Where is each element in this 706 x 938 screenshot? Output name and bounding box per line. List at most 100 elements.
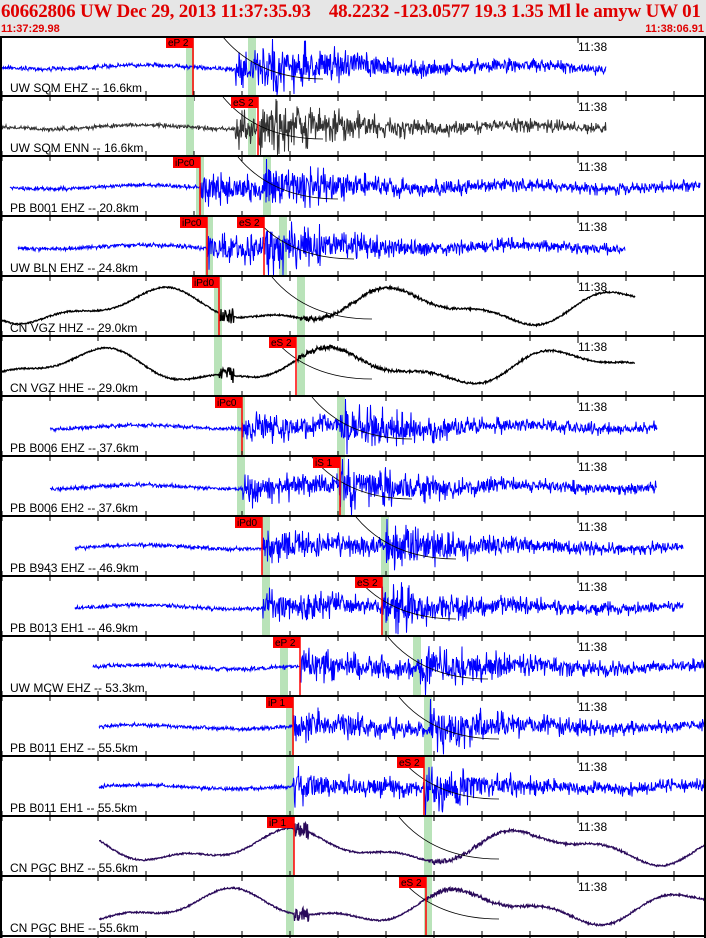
station-channel-label: UW MCW EHZ -- 53.3km <box>10 681 145 695</box>
phase-pick-label: eS 2 <box>357 578 378 589</box>
station-channel-label: PB B011 EHZ -- 55.5km <box>10 741 138 755</box>
phase-window-band <box>262 577 270 636</box>
phase-pick-flag[interactable] <box>215 397 242 408</box>
trace-panel[interactable]: iPd0 11:38 PB B943 EHZ -- 46.9km <box>10 516 684 576</box>
phase-pick-flag[interactable] <box>267 817 294 828</box>
station-channel-label: CN PGC BHE -- 55.6km <box>10 921 139 935</box>
time-mark-label: 11:38 <box>578 460 607 474</box>
trace-panel[interactable]: eS 2 11:38 UW SQM ENN -- 16.6km <box>0 96 607 156</box>
phase-pick-label: iPc0 <box>175 158 195 169</box>
phase-pick-label: iPd0 <box>194 278 214 289</box>
phase-pick-2-label: eS 2 <box>239 218 260 229</box>
seismogram-panels[interactable]: eP 2 11:38 UW SQM EHZ -- 16.6km eS 2 11:38 UW… <box>0 36 706 938</box>
phase-pick-flag[interactable] <box>397 757 424 768</box>
phase-pick-flag[interactable] <box>355 577 382 588</box>
window-start-time: 11:37:29.98 <box>1 23 60 35</box>
phase-pick-label: iPc0 <box>217 398 237 409</box>
time-mark-label: 11:38 <box>578 280 607 294</box>
amplitude-curve <box>237 156 339 200</box>
phase-pick-flag[interactable] <box>180 217 207 228</box>
trace-panel[interactable]: eP 2 11:38 UW SQM EHZ -- 16.6km <box>0 36 607 96</box>
time-mark-label: 11:38 <box>578 640 607 654</box>
trace-panel[interactable]: eS 2 11:38 PB B011 EH1 -- 55.5km <box>10 756 706 816</box>
phase-pick-flag[interactable] <box>313 457 340 468</box>
time-mark-label: 11:38 <box>578 100 607 114</box>
waveform-trace <box>17 221 626 276</box>
phase-pick-label: eS 2 <box>271 338 292 349</box>
phase-pick-label: eP 2 <box>275 638 296 649</box>
phase-pick-flag[interactable] <box>235 517 262 528</box>
station-channel-label: PB B013 EH1 -- 46.9km <box>10 621 138 635</box>
station-channel-label: PB B943 EHZ -- 46.9km <box>10 561 139 575</box>
station-channel-label: CN VGZ HHE -- 29.0km <box>10 381 138 395</box>
waveform-trace <box>49 398 658 455</box>
time-mark-label: 11:38 <box>578 760 607 774</box>
station-channel-label: CN PGC BHZ -- 55.6km <box>10 861 138 875</box>
time-mark-label: 11:38 <box>578 880 607 894</box>
phase-pick-flag[interactable] <box>173 157 200 168</box>
trace-panel[interactable]: eP 2 11:38 UW MCW EHZ -- 53.3km <box>10 636 706 696</box>
station-channel-label: PB B011 EH1 -- 55.5km <box>10 801 137 815</box>
amplitude-curve <box>355 516 457 560</box>
time-mark-label: 11:38 <box>578 220 607 234</box>
trace-panel[interactable]: iPd0 11:38 CN VGZ HHZ -- 29.0km <box>0 276 636 336</box>
phase-window-band <box>237 397 245 456</box>
phase-pick-flag[interactable] <box>269 337 296 348</box>
phase-window-band <box>286 877 294 936</box>
time-mark-label: 11:38 <box>578 340 607 354</box>
amplitude-curve <box>398 696 500 740</box>
amplitude-curve <box>271 276 373 320</box>
trace-panel[interactable]: iPc0 eS 2 11:38 UW BLN EHZ -- 24.8km <box>10 216 626 276</box>
waveform-trace <box>74 582 684 635</box>
phase-window-band <box>424 877 432 936</box>
phase-pick-flag[interactable] <box>192 277 219 288</box>
phase-window-band <box>214 337 222 396</box>
phase-pick-flag[interactable] <box>399 877 426 888</box>
event-header: 60662806 UW Dec 29, 2013 11:37:35.93 48.… <box>0 0 706 36</box>
phase-pick-flag[interactable] <box>266 697 293 708</box>
trace-panel[interactable]: eS 2 11:38 PB B013 EH1 -- 46.9km <box>10 576 684 636</box>
time-mark-label: 11:38 <box>578 520 607 534</box>
time-mark-label: 11:38 <box>578 400 607 414</box>
trace-panel[interactable]: iP 1 11:38 PB B011 EHZ -- 55.5km <box>10 696 706 756</box>
phase-pick-flag[interactable] <box>273 637 300 648</box>
phase-pick-label: eP 2 <box>168 38 189 49</box>
trace-panel[interactable]: eS 2 11:38 CN PGC BHE -- 55.6km <box>10 876 706 936</box>
phase-window-band <box>424 697 432 756</box>
phase-pick-label: iP 1 <box>268 698 285 709</box>
station-channel-label: PB B006 EHZ -- 37.6km <box>10 441 139 455</box>
time-mark-label: 11:38 <box>578 580 607 594</box>
event-title: 60662806 UW Dec 29, 2013 11:37:35.93 48.… <box>1 1 706 22</box>
phase-pick-flag[interactable] <box>231 97 258 108</box>
waveform-trace <box>0 98 607 156</box>
waveform-trace <box>98 698 706 755</box>
phase-pick-label: eS 2 <box>233 98 254 109</box>
station-channel-label: PB B006 EH2 -- 37.6km <box>10 501 138 515</box>
station-channel-label: UW SQM EHZ -- 16.6km <box>10 81 142 95</box>
phase-pick-flag[interactable] <box>166 37 193 48</box>
trace-panel[interactable]: iPc0 11:38 PB B006 EHZ -- 37.6km <box>10 396 658 456</box>
station-channel-label: UW BLN EHZ -- 24.8km <box>10 261 138 275</box>
waveform-trace <box>99 820 706 868</box>
phase-pick-label: iP 1 <box>269 818 286 829</box>
waveform-trace <box>98 885 706 928</box>
time-mark-label: 11:38 <box>578 700 607 714</box>
amplitude-curve <box>222 96 324 140</box>
trace-panel[interactable]: eS 2 11:38 CN VGZ HHE -- 29.0km <box>0 336 635 396</box>
trace-panel[interactable]: iP 1 11:38 CN PGC BHZ -- 55.6km <box>10 816 706 876</box>
amplitude-curve <box>387 636 489 680</box>
waveform-trace <box>74 518 684 571</box>
trace-panel[interactable]: iPc0 11:38 PB B001 EHZ -- 20.8km <box>9 156 701 216</box>
waveform-trace <box>0 344 635 386</box>
window-end-time: 11:38:06.91 <box>645 23 704 35</box>
phase-pick-label: iS 1 <box>315 458 333 469</box>
trace-panel[interactable]: iS 1 11:38 PB B006 EH2 -- 37.6km <box>10 456 657 516</box>
waveform-trace <box>49 458 657 516</box>
station-channel-label: UW SQM ENN -- 16.6km <box>10 141 143 155</box>
amplitude-curve <box>311 396 413 440</box>
station-channel-label: CN VGZ HHZ -- 29.0km <box>10 321 137 335</box>
amplitude-curve <box>398 816 500 860</box>
phase-pick-2-flag[interactable] <box>237 217 264 228</box>
waveform-trace <box>98 765 706 816</box>
time-mark-label: 11:38 <box>578 160 607 174</box>
